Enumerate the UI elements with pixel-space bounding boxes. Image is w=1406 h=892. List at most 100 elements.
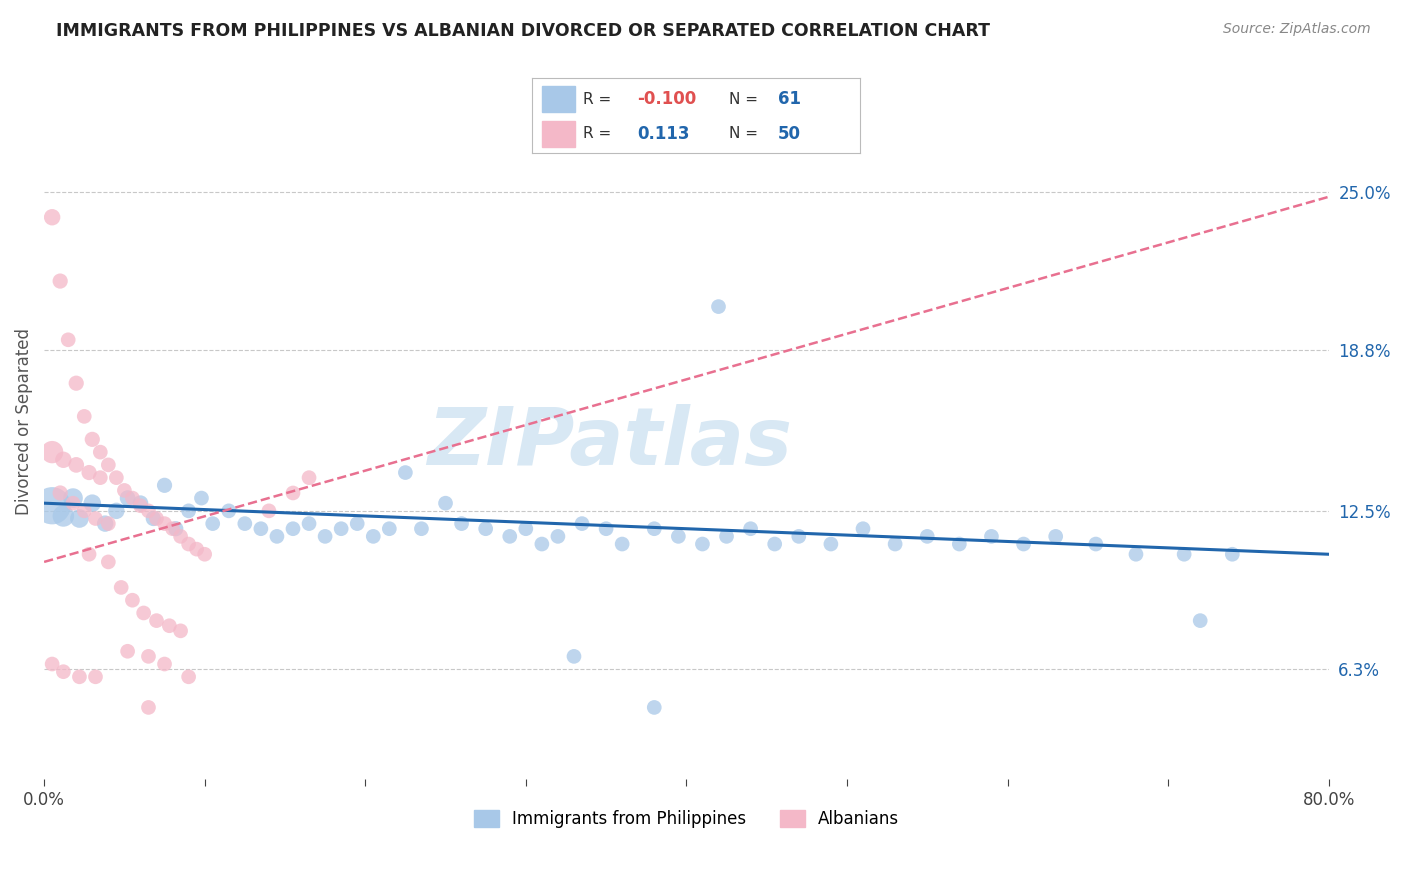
Point [852,522,875,536]
Point [434,496,457,510]
Point [84,511,107,525]
Point [1045,529,1067,543]
Point [153,478,176,492]
Point [82,433,104,447]
Point [62,491,84,505]
Point [194,547,217,561]
Point [298,516,321,531]
Point [89,445,111,459]
Point [595,522,617,536]
Point [84,670,107,684]
Point [707,300,730,314]
Point [643,700,665,714]
Point [948,537,970,551]
Point [73,504,96,518]
Point [692,537,714,551]
Point [820,537,842,551]
Legend: Immigrants from Philippines, Albanians: Immigrants from Philippines, Albanians [467,804,905,835]
Point [1012,537,1035,551]
Point [571,516,593,531]
Point [361,529,384,543]
Point [49,486,72,500]
Point [740,522,762,536]
Point [281,522,304,536]
Point [281,486,304,500]
Point [716,529,738,543]
Point [67,670,90,684]
Point [117,644,139,658]
Point [121,593,143,607]
Point [266,529,288,543]
Point [530,537,553,551]
Point [117,491,139,505]
Point [41,499,63,513]
Point [1189,614,1212,628]
Text: IMMIGRANTS FROM PHILIPPINES VS ALBANIAN DIVORCED OR SEPARATED CORRELATION CHART: IMMIGRANTS FROM PHILIPPINES VS ALBANIAN … [56,22,990,40]
Text: Source: ZipAtlas.com: Source: ZipAtlas.com [1223,22,1371,37]
Point [62,496,84,510]
Point [218,504,240,518]
Point [165,522,187,536]
Point [169,529,191,543]
Point [67,511,90,525]
Point [190,491,212,505]
Point [153,516,176,531]
Point [186,542,208,557]
Point [138,649,160,664]
Point [330,522,353,536]
Point [314,529,336,543]
Point [499,529,522,543]
Point [97,458,120,472]
Point [105,504,128,518]
Point [94,516,117,531]
Point [547,529,569,543]
Point [610,537,633,551]
Point [97,555,120,569]
Point [177,504,200,518]
Point [346,516,368,531]
Point [132,606,155,620]
Point [52,665,75,679]
Point [298,470,321,484]
Point [58,333,80,347]
Point [666,529,689,543]
Point [177,670,200,684]
Point [52,452,75,467]
Point [65,376,87,391]
Point [1084,537,1107,551]
Point [980,529,1002,543]
Point [1173,547,1195,561]
Point [89,470,111,484]
Point [394,466,416,480]
Point [177,537,200,551]
Point [145,511,167,525]
Point [77,547,100,561]
Point [450,516,472,531]
Point [77,466,100,480]
Point [162,522,184,536]
Point [1125,547,1147,561]
Point [112,483,135,498]
Point [129,499,152,513]
Point [97,516,120,531]
Point [73,409,96,424]
Point [411,522,433,536]
Point [169,624,191,638]
Point [201,516,224,531]
Point [41,211,63,225]
Point [763,537,786,551]
Point [138,504,160,518]
Point [82,496,104,510]
Point [41,657,63,671]
Point [562,649,585,664]
Point [515,522,537,536]
Point [110,581,132,595]
Point [378,522,401,536]
Point [787,529,810,543]
Point [915,529,938,543]
Y-axis label: Divorced or Separated: Divorced or Separated [15,328,32,515]
Point [129,496,152,510]
Point [52,508,75,523]
Point [643,522,665,536]
Point [145,614,167,628]
